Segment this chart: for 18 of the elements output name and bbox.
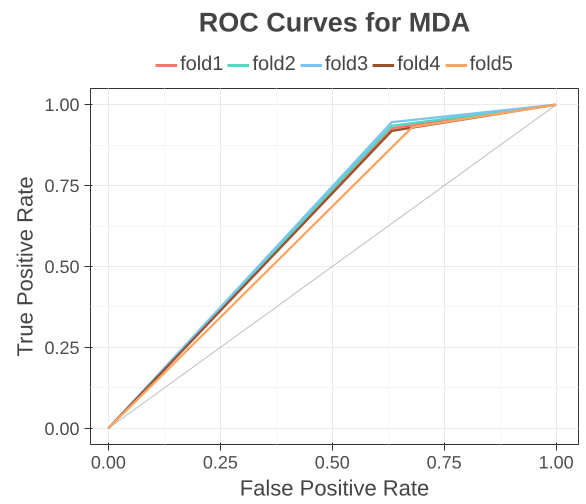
y-tick-label: 0.25: [44, 338, 80, 358]
legend-label: fold2: [252, 53, 296, 76]
x-tick-label: 0.50: [314, 452, 350, 472]
y-axis-title: True Positive Rate: [12, 176, 38, 357]
y-tick-label: 0.50: [44, 257, 80, 277]
x-tick-label: 1.00: [538, 452, 574, 472]
legend-label: fold1: [180, 53, 224, 76]
x-axis-title: False Positive Rate: [240, 476, 430, 500]
x-tick-label: 0.75: [426, 452, 462, 472]
y-tick-label: 1.00: [44, 95, 80, 116]
chart-title: ROC Curves for MDA: [198, 8, 470, 38]
x-tick-label: 0.25: [202, 452, 238, 472]
legend-label: fold3: [324, 53, 368, 76]
x-tick-label: 0.00: [90, 452, 126, 472]
y-tick-label: 0.00: [44, 418, 80, 439]
legend-label: fold5: [470, 53, 513, 76]
y-tick-label: 0.75: [44, 176, 80, 196]
legend-label: fold4: [397, 53, 441, 76]
